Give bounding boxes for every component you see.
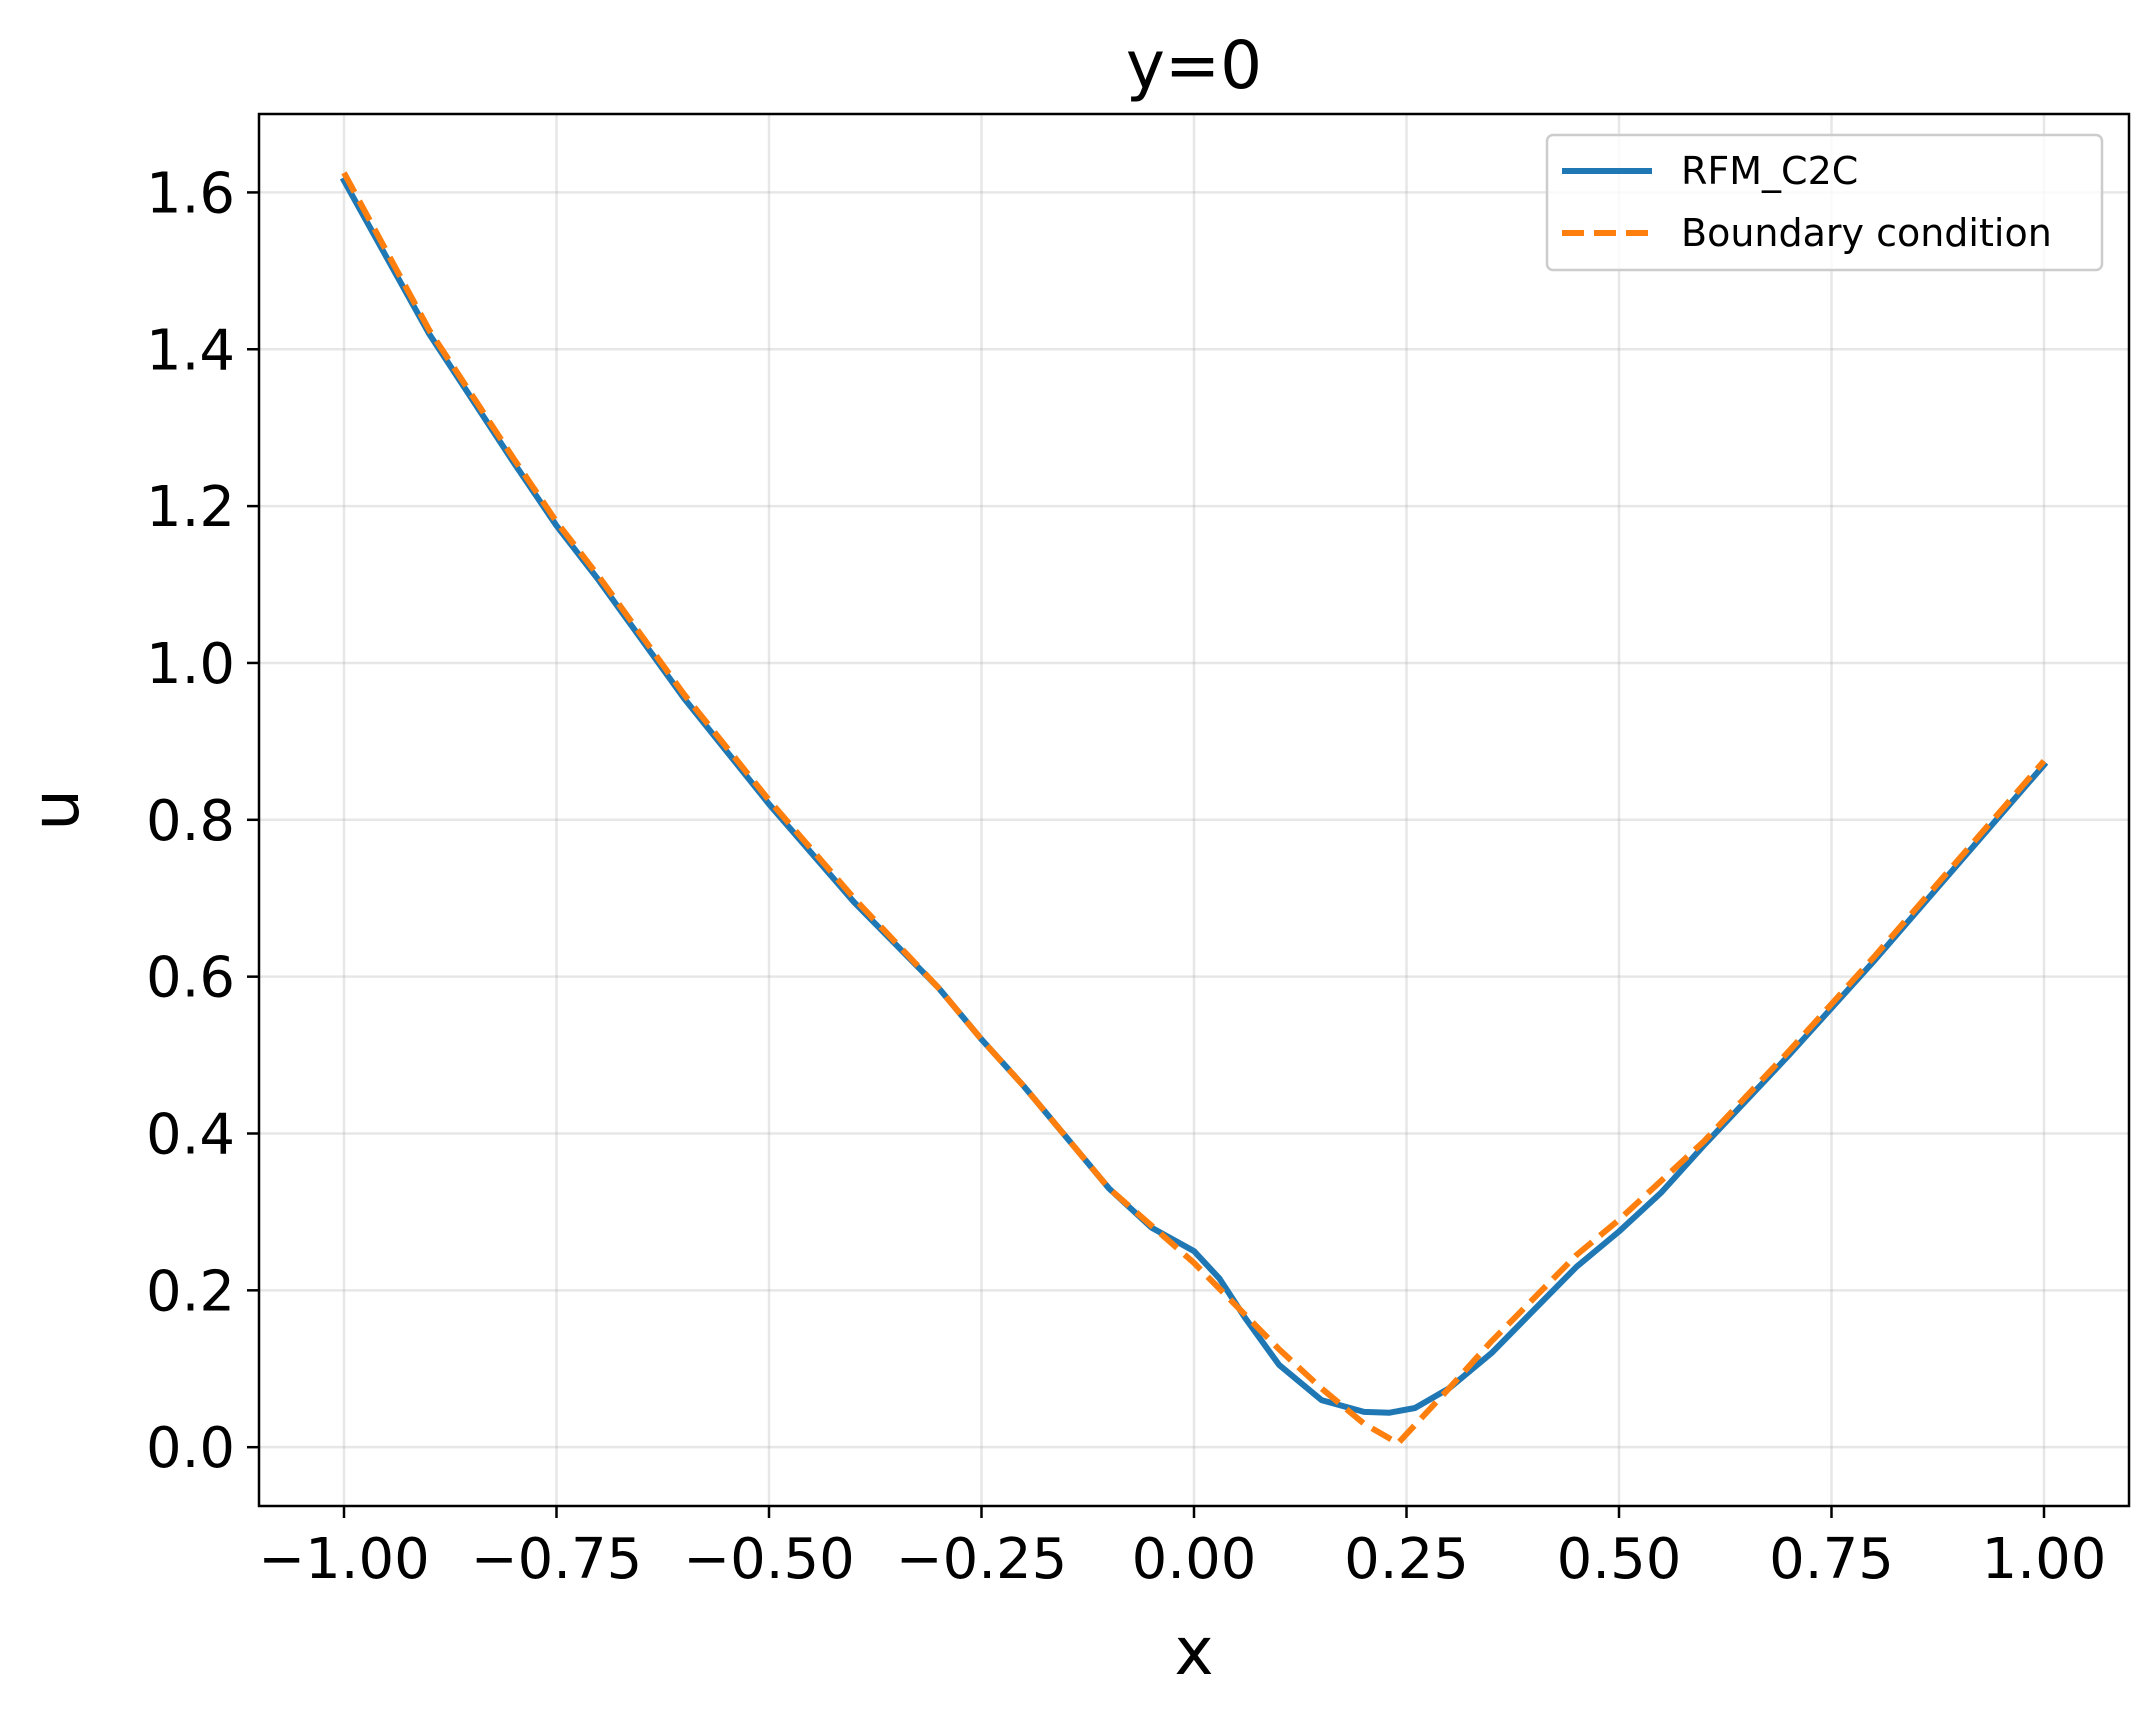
y-tick-label: 0.0 bbox=[146, 1416, 235, 1481]
y-tick-label: 0.4 bbox=[146, 1102, 235, 1167]
y-tick-label: 0.6 bbox=[146, 946, 235, 1011]
x-axis-ticks: −1.00 −0.75 −0.50 −0.25 0.00 0.25 0.50 0.75 1.00 bbox=[258, 1506, 2106, 1592]
x-tick-label: −0.50 bbox=[683, 1527, 855, 1592]
x-tick-label: −0.25 bbox=[896, 1527, 1068, 1592]
y-tick-label: 0.8 bbox=[146, 789, 235, 854]
x-tick-label: 0.25 bbox=[1344, 1527, 1469, 1592]
y-axis-ticks: 0.0 0.2 0.4 0.6 0.8 1.0 1.2 1.4 1.6 bbox=[146, 161, 259, 1481]
y-axis-label: u bbox=[17, 789, 94, 831]
x-tick-label: 0.50 bbox=[1557, 1527, 1682, 1592]
y-tick-label: 1.2 bbox=[146, 475, 235, 540]
series-line-rfm-c2c bbox=[339, 176, 2049, 1416]
grid-lines bbox=[259, 114, 2129, 1506]
x-tick-label: 0.75 bbox=[1769, 1527, 1894, 1592]
x-tick-label: 1.00 bbox=[1982, 1527, 2107, 1592]
y-tick-label: 0.2 bbox=[146, 1259, 235, 1324]
y-tick-label: 1.0 bbox=[146, 632, 235, 697]
legend-label-rfm-c2c: RFM_C2C bbox=[1681, 149, 1858, 193]
legend-label-boundary-condition: Boundary condition bbox=[1681, 211, 2052, 255]
series-layer bbox=[339, 171, 2049, 1447]
series-line-boundary-condition bbox=[341, 171, 2047, 1447]
y-tick-label: 1.6 bbox=[146, 161, 235, 226]
x-axis-label: x bbox=[1174, 1613, 1213, 1690]
x-tick-label: −1.00 bbox=[258, 1527, 430, 1592]
y-tick-label: 1.4 bbox=[146, 318, 235, 383]
legend: RFM_C2C Boundary condition bbox=[1545, 133, 2104, 272]
chart-title: y=0 bbox=[1126, 27, 1262, 104]
x-tick-label: 0.00 bbox=[1132, 1527, 1257, 1592]
legend-box bbox=[1545, 133, 2104, 272]
x-tick-label: −0.75 bbox=[471, 1527, 643, 1592]
